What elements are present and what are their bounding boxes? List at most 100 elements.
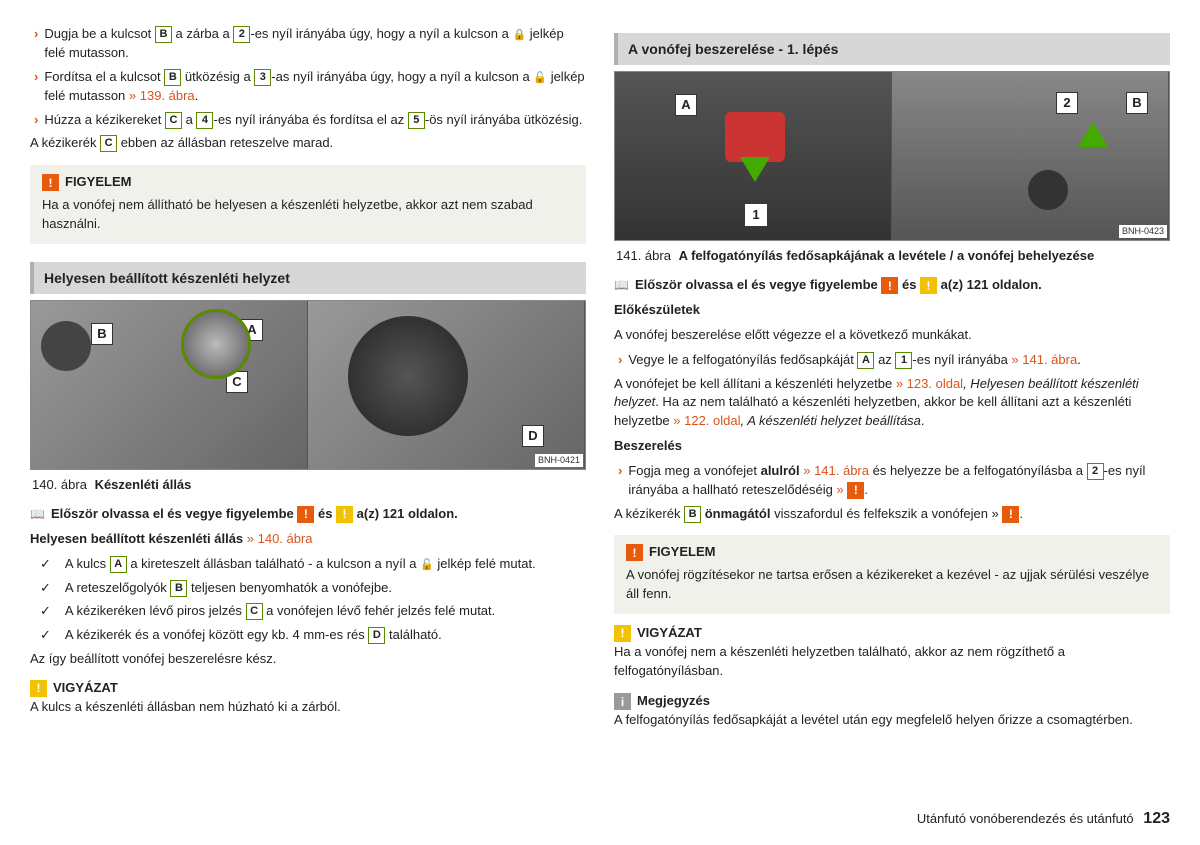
caution-body: A kulcs a készenléti állásban nem húzhat…	[30, 698, 586, 717]
book-icon	[614, 277, 635, 292]
chevron-icon: ›	[618, 351, 622, 370]
caution-heading: !VIGYÁZAT	[30, 679, 586, 698]
footer-section: Utánfutó vonóberendezés és utánfutó	[917, 811, 1134, 826]
cap-shape	[725, 112, 785, 162]
note-heading: iMegjegyzés	[614, 692, 1170, 711]
instruction-bullet: › Vegye le a felfogatónyílás fedősapkájá…	[614, 351, 1170, 370]
instruction-bullet: › Húzza a kézikereket C a 4-es nyíl irán…	[30, 111, 586, 130]
check-icon: ✓	[40, 602, 51, 621]
figure-caption: 140. ábra Készenléti állás	[32, 476, 586, 495]
check-icon: ✓	[40, 579, 51, 598]
caution-icon: !	[336, 506, 353, 523]
subheading: Helyesen beállított készenléti állás » 1…	[30, 530, 586, 549]
warning-title: FIGYELEM	[65, 173, 131, 192]
figure-caption: 141. ábra A felfogatónyílás fedősapkáján…	[616, 247, 1170, 266]
figure-140: B A C D BNH-0421	[30, 300, 586, 470]
callout-A: A	[110, 556, 127, 573]
warning-icon: !	[1002, 506, 1019, 523]
section-heading: Helyesen beállított készenléti helyzet	[30, 262, 586, 294]
chevron-icon: ›	[34, 25, 38, 63]
chevron-icon: ›	[618, 462, 622, 500]
warning-title: FIGYELEM	[649, 543, 715, 562]
read-first-note: Először olvassa el és vegye figyelembe !…	[614, 276, 1170, 295]
left-column: › Dugja be a kulcsot B a zárba a 2-es ny…	[30, 25, 586, 830]
paragraph: A kézikerék C ebben az állásban reteszel…	[30, 134, 586, 153]
arrow-down-icon	[740, 157, 770, 182]
callout-2: 2	[233, 26, 250, 43]
unlock-icon	[420, 556, 434, 571]
check-icon: ✓	[40, 626, 51, 645]
page-number: 123	[1143, 810, 1170, 827]
callout-B: B	[155, 26, 172, 43]
callout-B: B	[164, 69, 181, 86]
callout-2: 2	[1087, 463, 1104, 480]
subheading: Előkészületek	[614, 301, 1170, 320]
warning-icon: !	[626, 544, 643, 561]
section-heading: A vonófej beszerelése - 1. lépés	[614, 33, 1170, 65]
warning-icon: !	[297, 506, 314, 523]
callout-A: A	[857, 352, 874, 369]
info-icon: i	[614, 693, 631, 710]
note-body: A felfogatónyílás fedősapkáját a levétel…	[614, 711, 1170, 730]
caution-icon: !	[614, 625, 631, 642]
page-ref[interactable]: » 123. oldal	[896, 376, 963, 391]
callout-B: B	[684, 506, 701, 523]
callout-5: 5	[408, 112, 425, 129]
warning-icon: !	[881, 277, 898, 294]
lock-icon	[512, 26, 526, 41]
callout-4: 4	[196, 112, 213, 129]
fig-label-D: D	[522, 425, 544, 447]
callout-1: 1	[895, 352, 912, 369]
figure-ref[interactable]: » 141. ábra	[800, 463, 869, 478]
page-ref[interactable]: » 122. oldal	[673, 413, 740, 428]
instruction-bullet: › Fordítsa el a kulcsot B ütközésig a 3-…	[30, 68, 586, 106]
callout-C: C	[100, 135, 117, 152]
warning-icon: !	[42, 174, 59, 191]
arrow-up-icon	[1078, 122, 1108, 147]
instruction-bullet: › Fogja meg a vonófejet alulról » 141. á…	[614, 462, 1170, 500]
ref-icon[interactable]: »	[836, 482, 847, 497]
figure-code: BNH-0423	[1119, 225, 1167, 238]
figure-ref[interactable]: » 141. ábra	[1011, 352, 1077, 367]
bullet-text: Dugja be a kulcsot B a zárba a 2-es nyíl…	[44, 25, 586, 63]
chevron-icon: ›	[34, 111, 38, 130]
fig-label-B: B	[91, 323, 113, 345]
figure-code: BNH-0421	[535, 454, 583, 467]
figure-141: A 1 2 B BNH-0423	[614, 71, 1170, 241]
fig-label-B: B	[1126, 92, 1148, 114]
fig-label-A: A	[675, 94, 697, 116]
figure-ref[interactable]: » 140. ábra	[247, 531, 313, 546]
book-icon	[30, 506, 51, 521]
callout-3: 3	[254, 69, 271, 86]
warning-body: Ha a vonófej nem állítható be helyesen a…	[42, 196, 574, 234]
callout-B: B	[170, 580, 187, 597]
check-item: ✓A kulcs A a kireteszelt állásban találh…	[30, 555, 586, 574]
bullet-text: Húzza a kézikereket C a 4-es nyíl irányá…	[44, 111, 582, 130]
figure-ref[interactable]: » 139. ábra	[129, 88, 195, 103]
unlock-icon	[533, 69, 547, 84]
chevron-icon: ›	[34, 68, 38, 106]
paragraph: Az így beállított vonófej beszerelésre k…	[30, 650, 586, 669]
fig-label-2: 2	[1056, 92, 1078, 114]
callout-C: C	[246, 603, 263, 620]
check-item: ✓A kézikerék és a vonófej között egy kb.…	[30, 626, 586, 645]
instruction-bullet: › Dugja be a kulcsot B a zárba a 2-es ny…	[30, 25, 586, 63]
caution-body: Ha a vonófej nem a készenléti helyzetben…	[614, 643, 1170, 681]
check-item: ✓A kézikeréken lévő piros jelzés C a von…	[30, 602, 586, 621]
callout-D: D	[368, 627, 385, 644]
fig-label-1: 1	[745, 204, 767, 226]
right-column: A vonófej beszerelése - 1. lépés A 1 2 B…	[614, 25, 1170, 830]
check-item: ✓A reteszelőgolyók B teljesen benyomható…	[30, 579, 586, 598]
warning-body: A vonófej rögzítésekor ne tartsa erősen …	[626, 566, 1158, 604]
read-first-note: Először olvassa el és vegye figyelembe !…	[30, 505, 586, 524]
warning-block: ! FIGYELEM Ha a vonófej nem állítható be …	[30, 165, 586, 244]
check-icon: ✓	[40, 555, 51, 574]
warning-icon: !	[847, 482, 864, 499]
callout-C: C	[165, 112, 182, 129]
caution-icon: !	[30, 680, 47, 697]
bullet-text: Fordítsa el a kulcsot B ütközésig a 3-as…	[44, 68, 586, 106]
caution-icon: !	[920, 277, 937, 294]
subheading: Beszerelés	[614, 437, 1170, 456]
paragraph: A vonófej beszerelése előtt végezze el a…	[614, 326, 1170, 345]
warning-block: ! FIGYELEM A vonófej rögzítésekor ne tart…	[614, 535, 1170, 614]
